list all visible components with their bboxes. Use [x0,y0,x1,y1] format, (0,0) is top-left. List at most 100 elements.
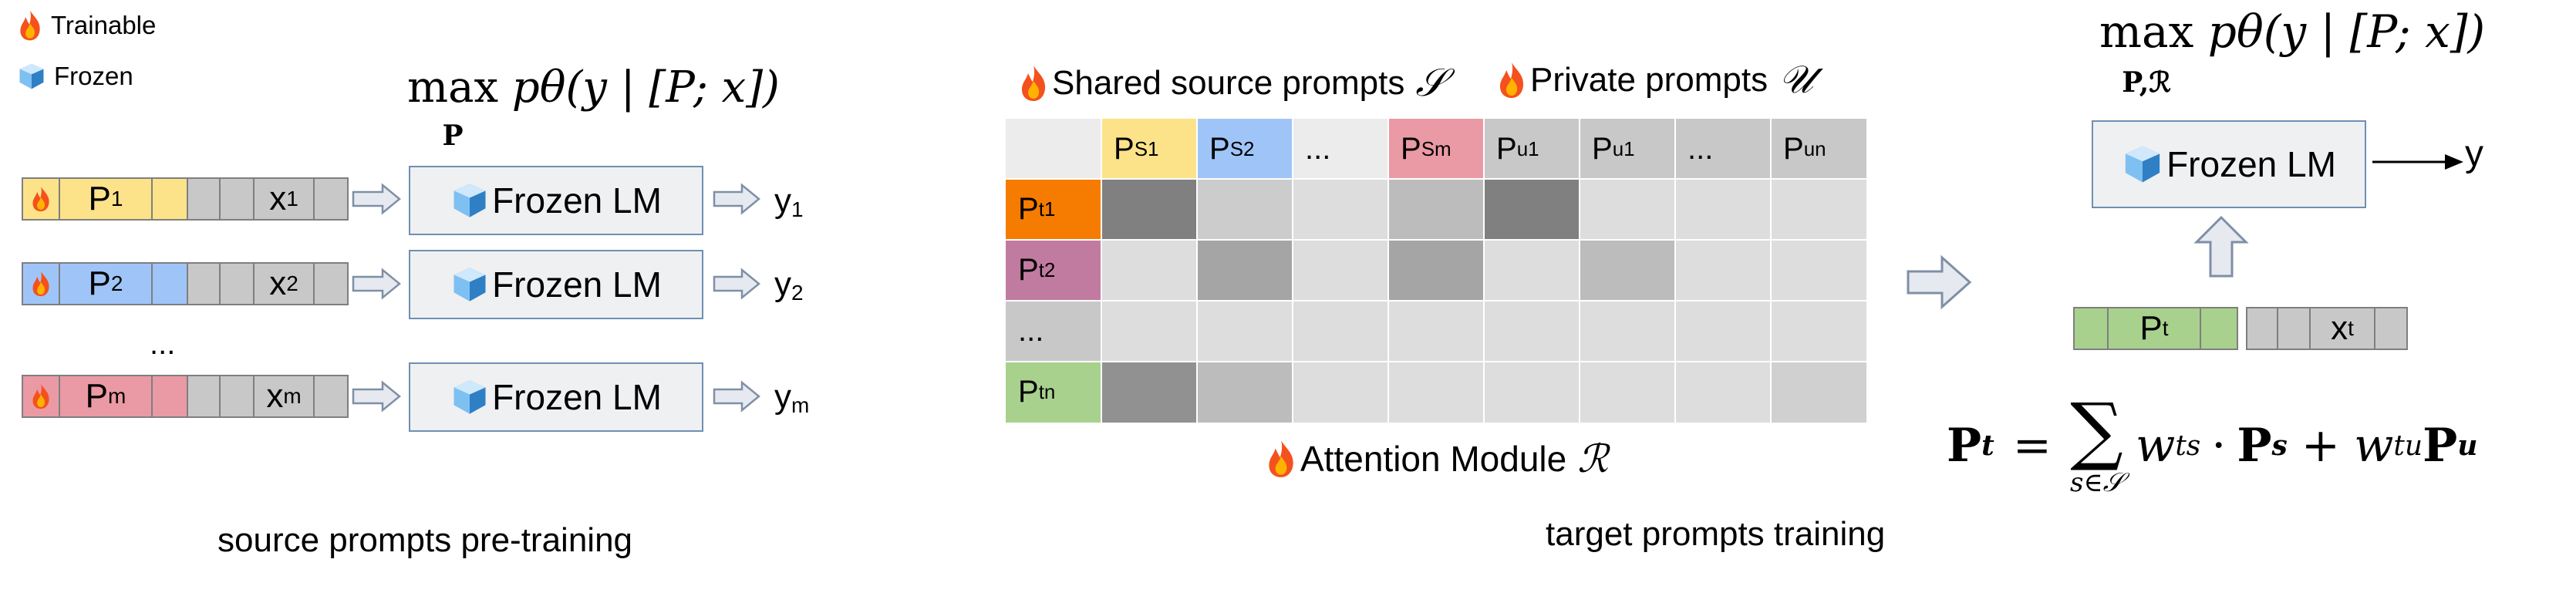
up-arrow [2193,215,2249,278]
attention-module-title: Attention Module ℛ [1265,436,1608,481]
attention-cell-r2-c8 [1771,240,1866,301]
shared-prompts-label: Shared source prompts [1052,63,1405,102]
attention-cell-r1-c2 [1197,179,1293,240]
right-objective-expr: pθ(y | [P; x]) [2207,5,2486,58]
column-header-sm: P Sm [1388,119,1484,179]
formula-term2b: P [2423,419,2458,473]
grid-line-vertical [1292,119,1293,423]
left-objective: max P pθ(y | [P; x]) [407,66,780,153]
shared-prompts-symbol: 𝒮 [1415,60,1446,105]
attention-cell-r1-c6 [1580,179,1675,240]
output-label-1: y1 [774,182,804,221]
grid-line-vertical [1196,119,1198,423]
formula-term1b-sub: s [2271,430,2288,462]
legend-frozen: Frozen [17,62,133,91]
grid-line-horizontal [1006,300,1866,302]
arrow-to-lm-m [352,380,401,413]
attention-cell-r4-c8 [1771,362,1866,423]
grid-line-vertical [1387,119,1389,423]
attention-module-label: Attention Module [1300,439,1567,479]
arrow-to-lm-2 [352,268,401,300]
attention-cell-r3-c7 [1675,301,1771,362]
right-objective: max P,ℛ pθ(y | [P; x]) [2099,9,2485,99]
fire-icon [1018,64,1049,103]
attention-cell-r2-c1 [1101,240,1197,301]
attention-cell-r3-c5 [1484,301,1580,362]
attention-cell-r1-c3 [1293,179,1388,240]
column-header-s1: P S1 [1101,119,1197,179]
arrow-to-output-2 [713,268,760,300]
grid-line-horizontal [1006,178,1866,180]
attention-cell-r4-c6 [1580,362,1675,423]
formula-term1: w [2135,419,2176,473]
attention-module-symbol: ℛ [1577,436,1609,481]
middle-caption: target prompts training [1546,515,1886,553]
attention-cell-r2-c5 [1484,240,1580,301]
column-header-s2: P S2 [1197,119,1293,179]
attention-cell-r3-c1 [1101,301,1197,362]
output-label-m: ym [774,378,810,417]
attention-cell-r3-c2 [1197,301,1293,362]
attention-cell-r2-c6 [1580,240,1675,301]
arrow-to-output-1 [713,183,760,215]
legend-trainable: Trainable [17,9,156,42]
grid-line-vertical [1674,119,1676,423]
formula-sum: ∑ s∈𝒮 [2070,387,2123,498]
attention-cell-r3-c3 [1293,301,1388,362]
private-prompts-title: Private prompts 𝒰 [1496,57,1813,103]
attention-cell-r1-c4 [1388,179,1484,240]
left-objective-expr: pθ(y | [P; x]) [511,62,780,113]
attention-cell-r1-c7 [1675,179,1771,240]
formula-term1-sub: ts [2175,430,2201,462]
formula-term2: w [2354,419,2394,473]
grid-line-vertical [1483,119,1485,423]
attention-cell-r4-c4 [1388,362,1484,423]
left-objective-under: P [442,120,464,152]
attention-cell-r4-c5 [1484,362,1580,423]
right-objective-max: max [2099,5,2194,58]
attention-cell-r3-c6 [1580,301,1675,362]
formula-term1b: P [2237,419,2272,473]
arrow-to-lm-1 [352,183,401,215]
attention-cell-r4-c1 [1101,362,1197,423]
formula-term2-sub: tu [2393,430,2423,462]
row-header-ellipsis: ... [1006,301,1101,362]
legend-trainable-label: Trainable [51,11,157,39]
attention-cell-r1-c8 [1771,179,1866,240]
formula-dot: · [2211,419,2227,473]
frozen-lm-box-m: Frozen LM [409,362,703,432]
target-frozen-lm-box: Frozen LM [2092,120,2366,208]
formula-sum-under: s∈𝒮 [2070,467,2123,498]
column-header-ellipsis-shared: ... [1293,119,1388,179]
grid-line-horizontal [1006,239,1866,241]
formula-lhs-sub: t [1981,430,1994,462]
ice-cube-icon [2122,144,2163,184]
column-header-ellipsis-private: ... [1675,119,1771,179]
grid-line-vertical [1579,119,1580,423]
shared-prompts-title: Shared source prompts 𝒮 [1018,60,1445,106]
formula-eq: = [2012,419,2052,473]
formula-lhs: P [1947,419,1982,473]
attention-cell-r2-c2 [1197,240,1293,301]
attention-cell-r1-c5 [1484,179,1580,240]
fire-icon [1496,61,1527,99]
grid-line-vertical [1101,119,1102,423]
arrow-to-output-m [713,380,760,413]
